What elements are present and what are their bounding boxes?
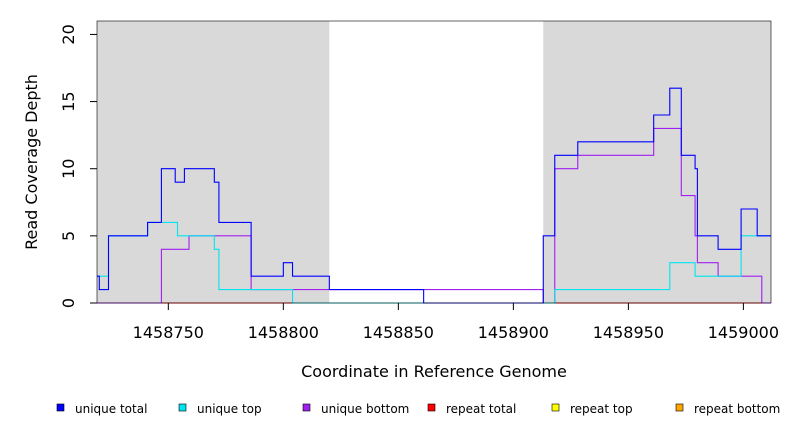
x-axis-title: Coordinate in Reference Genome (301, 362, 567, 381)
shaded-region-1 (97, 21, 330, 303)
y-tick-label: 20 (59, 24, 78, 44)
shaded-regions (97, 21, 771, 303)
plot-border (96, 20, 772, 304)
legend-swatch (551, 403, 560, 412)
x-tick-label: 1458850 (363, 323, 434, 342)
legend-swatch (675, 403, 684, 412)
y-axis-title: Read Coverage Depth (22, 74, 41, 250)
y-axis: 0 5 10 15 20 (59, 24, 97, 308)
legend-label: repeat top (570, 402, 633, 416)
legend-label: repeat total (446, 402, 516, 416)
legend-swatch (427, 403, 436, 412)
shaded-region-2 (543, 21, 771, 303)
y-tick-label: 15 (59, 91, 78, 111)
legend: unique total unique top unique bottom repea… (56, 402, 780, 416)
y-tick-label: 10 (59, 159, 78, 179)
x-axis: 1458750 1458800 1458850 1458900 1458950 14590… (133, 303, 779, 342)
y-tick-label: 0 (59, 298, 78, 308)
x-tick-label: 1459000 (708, 323, 779, 342)
legend-swatch (302, 403, 311, 412)
x-tick-label: 1458950 (593, 323, 664, 342)
series-unique-bottom (97, 127, 771, 304)
series-unique-total (97, 87, 771, 304)
x-tick-label: 1458900 (478, 323, 549, 342)
legend-swatch (178, 403, 187, 412)
legend-label: unique bottom (321, 402, 409, 416)
y-tick-label: 5 (59, 231, 78, 241)
legend-label: repeat bottom (694, 402, 780, 416)
x-tick-label: 1458800 (248, 323, 319, 342)
x-tick-label: 1458750 (133, 323, 204, 342)
legend-label: unique top (197, 402, 262, 416)
legend-swatch (56, 403, 65, 412)
legend-label: unique total (75, 402, 147, 416)
